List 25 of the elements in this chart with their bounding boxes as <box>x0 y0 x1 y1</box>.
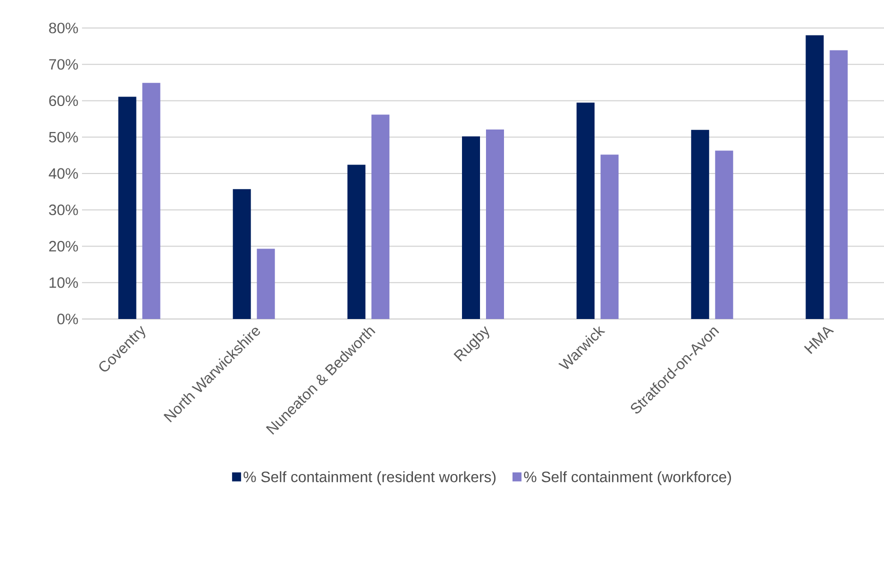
legend-label: % Self containment (workforce) <box>524 471 731 486</box>
bar <box>256 248 275 319</box>
bar <box>486 129 504 319</box>
bar <box>371 114 390 319</box>
bar <box>691 130 710 319</box>
y-tick-label: 30% <box>49 204 78 216</box>
bar <box>462 136 480 319</box>
bar <box>142 82 160 319</box>
y-tick-label: 0% <box>57 314 78 324</box>
y-tick-label: 80% <box>49 22 78 34</box>
y-tick-label: 20% <box>49 240 78 252</box>
y-tick-label: 40% <box>48 168 78 179</box>
y-tick-label: 70% <box>49 59 78 70</box>
legend-label: % Self containment (resident workers) <box>244 471 496 486</box>
y-tick-label: 50% <box>49 132 78 142</box>
bar <box>715 150 734 319</box>
bar <box>806 35 824 319</box>
bar <box>118 96 136 319</box>
bar <box>347 164 366 319</box>
bar <box>576 102 595 319</box>
bar <box>830 50 848 319</box>
bar <box>232 189 251 319</box>
y-tick-label: 60% <box>49 95 78 106</box>
y-tick-label: 10% <box>50 277 78 288</box>
bar <box>600 154 619 319</box>
